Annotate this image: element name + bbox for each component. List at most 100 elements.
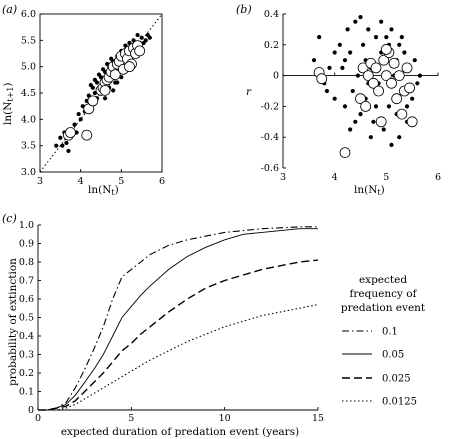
panel-b-point-open [393, 70, 405, 81]
legend-label: 0.05 [382, 350, 404, 361]
panel-b-point-filled [350, 88, 355, 94]
panel-b-label: (b) [236, 3, 252, 16]
panel-a-xtick-label: 4 [78, 176, 84, 187]
panel-a-ytick-label: 3.0 [21, 167, 36, 178]
panel-a-ytick-label: 4.5 [21, 88, 36, 99]
panel-a-point-filled [72, 122, 77, 127]
panel-a-point-filled [109, 56, 114, 61]
panel-c-xlabel: expected duration of predation event (ye… [61, 426, 299, 438]
panel-b-point-filled [399, 35, 404, 40]
panel-a-point-filled [111, 88, 116, 93]
panel-c-ytick-label: 0.8 [19, 257, 34, 268]
panel-b-point-filled [340, 65, 345, 70]
panel-c-ytick-label: 0 [28, 405, 34, 416]
panel-a-ytick-label: 3.5 [21, 141, 36, 152]
panel-b-point-open [406, 116, 418, 128]
panel-c-series-line [38, 259, 319, 411]
panel-b-point-filled [389, 27, 394, 32]
panel-b-point-open [373, 85, 384, 97]
panel-b-point-filled [337, 42, 342, 47]
panel-c-legend: expected frequency of predation event 0.… [341, 274, 426, 408]
panel-c-ytick-label: 0.7 [19, 276, 34, 287]
panel-a-ytick-label: 5.0 [21, 62, 36, 73]
panel-b-point-open [401, 62, 413, 74]
legend-title-line-3: predation event [341, 302, 426, 314]
panel-b-ytick-label: -0.2 [261, 101, 279, 112]
panel-c-ytick-label: 0.1 [19, 387, 34, 398]
panel-b-point-filled [353, 119, 358, 124]
panel-b-point-filled [353, 19, 358, 24]
panel-a-point-filled [102, 96, 108, 101]
panel-a-plot: 3 4 5 6 3.0 3.5 4.0 4.5 5.0 5.5 6.0 [21, 9, 165, 187]
panel-a-point-filled [135, 32, 140, 38]
panel-b-point-filled [360, 42, 366, 47]
panel-b-point-filled [317, 35, 322, 40]
panel-a-ytick-label: 5.5 [21, 35, 36, 46]
panel-c-plot: 0 5 10 15 0 0.1 0.2 0.3 0.4 0.5 0.6 0.7 0.8 0.9 1.0 [19, 220, 324, 424]
panel-b-point-open [388, 57, 400, 69]
panel-a-point-filled [58, 135, 63, 140]
panel-b-point-filled [384, 35, 389, 40]
panel-a-point-filled [139, 35, 144, 40]
panel-b: (b) 3 4 5 6 0.4 0.2 0 -0.2 -0.4 -0.6 ln(Nt) r [236, 3, 441, 197]
panel-c-series-line [38, 228, 318, 411]
panel-c-label: (c) [2, 212, 17, 225]
legend-items: 0.1 0.05 0.025 0.0125 [342, 327, 417, 408]
panel-c-ytick-label: 0.4 [19, 331, 34, 342]
panel-c-ytick-label: 0.6 [19, 294, 34, 305]
panel-b-point-filled [373, 35, 379, 40]
panel-b-point-open [380, 44, 392, 55]
panel-a-xtick-label: 5 [118, 176, 124, 187]
panel-a-point-filled [76, 111, 81, 117]
panel-b-point-open [339, 147, 351, 159]
panel-b-point-filled [342, 58, 348, 63]
panel-b-point-filled [342, 104, 348, 109]
panel-c-xtick-label: 15 [312, 413, 324, 424]
panel-b-point-filled [402, 50, 407, 55]
panel-a-point-open [134, 45, 146, 57]
panel-b-ytick-label: 0.4 [264, 9, 279, 20]
panel-c-ytick-label: 0.9 [19, 239, 34, 250]
panel-b-point-filled [345, 27, 350, 32]
panel-a-point-filled [78, 117, 83, 122]
panel-a-point-filled [54, 143, 59, 148]
panel-b-ylabel: r [246, 86, 252, 98]
panel-b-point-filled [397, 135, 402, 140]
panel-b-ytick-label: -0.4 [261, 132, 279, 143]
panel-a-point-filled [143, 38, 148, 43]
panel-b-point-filled [355, 73, 361, 78]
panel-a-ytick-label: 4.0 [21, 114, 36, 125]
panel-a-point-filled [60, 143, 65, 148]
panel-b-xtick-label: 3 [280, 172, 286, 183]
panel-a-xlabel: ln(Nt) [88, 184, 119, 197]
panel-b-point-filled [379, 19, 384, 24]
panel-b-xtick-label: 5 [383, 172, 389, 183]
panel-b-ytick-label: 0.2 [264, 40, 279, 51]
panel-b-point-filled [348, 50, 353, 55]
panel-b-point-open [375, 116, 387, 128]
panel-b-point-filled [311, 58, 317, 63]
panel-b-point-open [355, 93, 366, 105]
panel-b-point-open [378, 54, 390, 66]
panel-b-xtick-label: 6 [435, 172, 441, 183]
panel-b-plot: 3 4 5 6 0.4 0.2 0 -0.2 -0.4 -0.6 [261, 9, 441, 183]
panel-a-point-filled [92, 77, 97, 82]
panel-c-xtick-label: 5 [128, 413, 134, 424]
panel-c-ytick-label: 0.2 [19, 368, 34, 379]
panel-c-ytick-label: 0.5 [19, 313, 34, 324]
legend-label: 0.0125 [382, 397, 417, 408]
panel-a-xtick-label: 6 [159, 176, 165, 187]
panel-b-point-open [362, 70, 374, 81]
panel-c: (c) 0 5 10 15 0 0.1 0.2 0.3 0.4 0.5 0.6 0.7 0.8 0.9 1.… [2, 212, 426, 438]
panel-c-series-line [38, 304, 319, 411]
panel-b-point-filled [368, 135, 373, 140]
panel-b-point-open [370, 62, 382, 74]
panel-b-point-filled [348, 127, 353, 132]
panel-a-point-filled [88, 83, 93, 88]
panel-b-point-filled [415, 81, 420, 86]
panel-a-label: (a) [2, 3, 17, 16]
panel-b-point-filled [327, 65, 332, 70]
panel-b-point-filled [389, 142, 394, 147]
panel-b-point-open [404, 82, 415, 94]
panel-b-point-filled [381, 127, 386, 132]
